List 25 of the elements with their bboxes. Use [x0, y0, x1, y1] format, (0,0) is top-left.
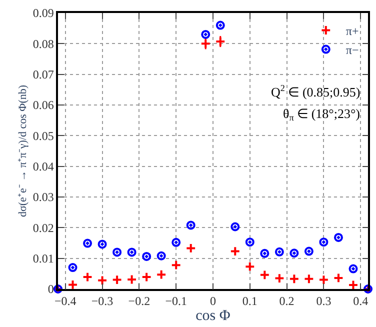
y-tick-label: 0.08 — [32, 36, 54, 51]
x-tick-label: −0.3 — [91, 294, 114, 308]
annotation: θ$_{π}$ ∈ (18°;23°) — [283, 106, 360, 123]
legend-label: π− — [346, 42, 359, 57]
x-tick-label: 0 — [210, 294, 216, 308]
x-axis-title: cos Φ — [196, 308, 230, 324]
legend-label: π+ — [346, 24, 359, 38]
x-tick-label: −0.1 — [165, 294, 187, 308]
y-tick-label: 0 — [48, 282, 54, 296]
annotation: Q$^{2}$ ∈ (0.85;0.95) — [271, 83, 360, 100]
x-tick-label: 0.4 — [353, 294, 368, 308]
y-tick-label: 0.06 — [32, 98, 54, 112]
y-tick-label: 0.01 — [32, 252, 54, 266]
y-tick-label: 0.05 — [32, 128, 54, 143]
y-tick-label: 0.02 — [32, 220, 54, 235]
x-tick-label: 0.2 — [279, 294, 294, 308]
y-axis-title: dσ(e⁺e⁻ → π⁺π⁻γ)/d cos Φ(nb) — [17, 84, 29, 218]
y-tick-label: 0.09 — [32, 6, 54, 20]
y-tick-label: 0.04 — [32, 160, 54, 174]
x-tick-label: 0.3 — [316, 294, 332, 308]
x-tick-label: −0.2 — [128, 294, 150, 308]
y-tick-label: 0.07 — [32, 68, 54, 82]
y-tick-label: 0.03 — [32, 190, 54, 204]
x-tick-label: 0.1 — [242, 294, 258, 308]
x-tick-label: −0.4 — [54, 294, 76, 308]
